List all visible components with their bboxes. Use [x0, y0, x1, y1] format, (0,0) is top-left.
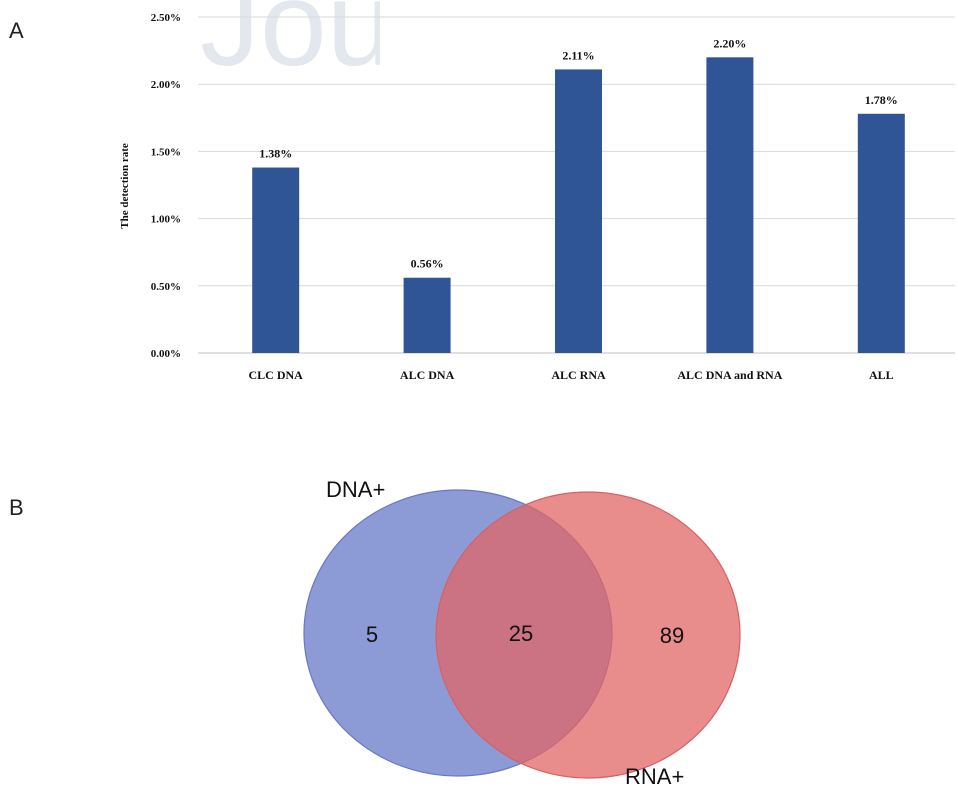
- x-tick-labels: CLC DNA ALC DNA ALC RNA ALC DNA and RNA ALL: [249, 368, 894, 382]
- venn-set-label-rna: RNA+: [625, 764, 684, 789]
- bar-value-label: 2.11%: [562, 48, 594, 62]
- bar-value-label: 0.56%: [411, 257, 444, 271]
- value-labels: 1.38% 0.56% 2.11% 2.20% 1.78%: [259, 36, 898, 270]
- panel-label-a: A: [9, 18, 24, 43]
- y-tick-label: 1.50%: [151, 146, 181, 158]
- panel-label-b: B: [9, 495, 24, 520]
- bar-value-label: 1.38%: [259, 147, 292, 161]
- x-tick-label: ALC RNA: [551, 368, 606, 382]
- bar: [252, 167, 300, 353]
- venn-set-label-dna: DNA+: [326, 480, 385, 502]
- y-tick-label: 2.50%: [151, 12, 181, 24]
- y-axis-label: The detection rate: [119, 143, 131, 229]
- bar-value-label: 2.20%: [713, 36, 746, 50]
- y-tick-labels: 0.00% 0.50% 1.00% 1.50% 2.00% 2.50%: [151, 12, 181, 360]
- y-tick-label: 0.00%: [151, 348, 181, 360]
- y-tick-label: 2.00%: [151, 79, 181, 91]
- bar: [555, 69, 602, 353]
- bars: [252, 57, 905, 353]
- bar: [403, 277, 451, 353]
- venn-circle-rna: [435, 491, 741, 779]
- bar-value-label: 1.78%: [865, 93, 898, 107]
- x-tick-label: CLC DNA: [249, 368, 304, 382]
- x-tick-label: ALC DNA and RNA: [677, 368, 782, 382]
- x-tick-label: ALL: [869, 368, 894, 382]
- y-tick-label: 0.50%: [151, 281, 181, 293]
- venn-count-dna-only: 5: [366, 622, 378, 647]
- venn-diagram: DNA+ RNA+ 5 25 89: [303, 480, 741, 789]
- venn-count-rna-only: 89: [660, 623, 684, 648]
- venn-count-intersection: 25: [509, 621, 533, 646]
- bar: [706, 57, 754, 353]
- x-tick-label: ALC DNA: [400, 368, 455, 382]
- bar: [857, 113, 905, 353]
- bar-chart: 0.00% 0.50% 1.00% 1.50% 2.00% 2.50% 1.38% 0.56…: [119, 12, 955, 382]
- y-tick-label: 1.00%: [151, 214, 181, 226]
